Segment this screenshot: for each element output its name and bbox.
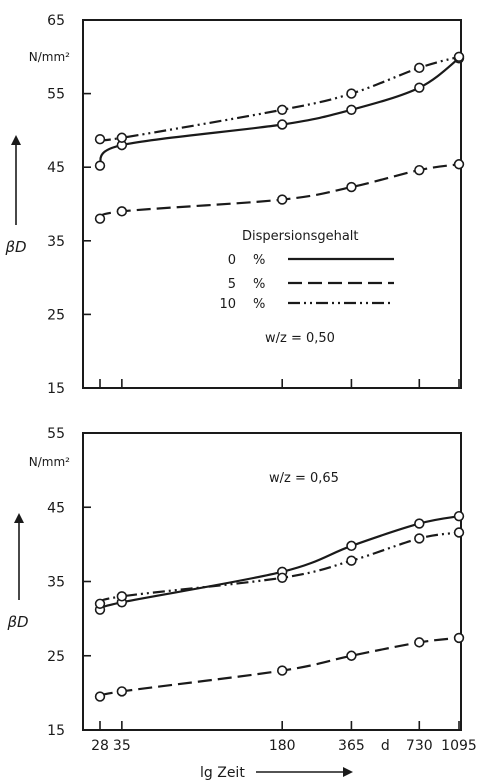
x-unit-label: d bbox=[381, 738, 390, 754]
legend-pct-5: % bbox=[253, 277, 265, 292]
data-point bbox=[414, 518, 425, 529]
y-axis-label-top: βD bbox=[4, 238, 26, 256]
y-tick-label: 55 bbox=[47, 426, 65, 442]
data-point bbox=[414, 164, 425, 176]
x-tick-marks-top bbox=[99, 379, 460, 388]
data-point bbox=[116, 591, 128, 602]
y-tick-label: 35 bbox=[47, 234, 65, 250]
data-point bbox=[116, 206, 128, 217]
chart-top: 15 25 35 45 55 65 N/mm² βD Dispersionsgehalt … bbox=[4, 13, 465, 397]
data-point bbox=[346, 181, 357, 193]
data-point bbox=[346, 88, 357, 99]
x-tick-label: 365 bbox=[338, 738, 365, 754]
y-tick-label: 45 bbox=[47, 500, 65, 516]
data-point bbox=[277, 572, 288, 583]
legend: Dispersionsgehalt 0 % 5 % 10 % bbox=[219, 229, 394, 312]
data-point bbox=[116, 132, 128, 143]
data-point bbox=[116, 686, 128, 697]
legend-label-5: 5 bbox=[228, 277, 236, 292]
x-tick-label: 35 bbox=[113, 738, 131, 754]
legend-label-0: 0 bbox=[228, 253, 236, 268]
data-point bbox=[94, 213, 106, 224]
data-point bbox=[277, 104, 288, 115]
y-tick-label: 25 bbox=[47, 649, 65, 665]
series-line-0 bbox=[99, 515, 460, 611]
data-point bbox=[346, 555, 357, 566]
series-group-bottom bbox=[94, 510, 465, 702]
y-tick-label: 35 bbox=[47, 575, 65, 591]
data-point bbox=[414, 637, 425, 648]
y-tick-label: 15 bbox=[47, 723, 65, 739]
data-point bbox=[277, 665, 288, 676]
y-tick-label: 55 bbox=[47, 87, 65, 103]
data-point bbox=[94, 691, 106, 702]
x-tick-label: 180 bbox=[269, 738, 296, 754]
y-axis-bottom: 15 25 35 45 55 bbox=[47, 426, 91, 739]
series-line-2 bbox=[99, 531, 460, 605]
data-point bbox=[277, 194, 288, 205]
data-point bbox=[414, 62, 425, 74]
data-point bbox=[346, 104, 357, 115]
data-point bbox=[346, 650, 357, 661]
y-unit-bottom: N/mm² bbox=[29, 455, 70, 469]
y-tick-label: 45 bbox=[47, 160, 65, 176]
data-point bbox=[346, 540, 357, 552]
y-axis-top: 15 25 35 45 55 65 bbox=[47, 13, 91, 397]
data-point bbox=[94, 160, 106, 171]
legend-title: Dispersionsgehalt bbox=[242, 229, 359, 244]
x-tick-label: 28 bbox=[91, 738, 109, 754]
x-axis-label: lg Zeit bbox=[200, 765, 245, 781]
x-tick-label: 1095 bbox=[441, 738, 477, 754]
series-group-top bbox=[94, 51, 465, 224]
data-point bbox=[94, 134, 106, 145]
x-axis-bottom: 28 35 180 365 730 1095 d bbox=[91, 721, 477, 754]
series-line-1 bbox=[99, 163, 460, 220]
annotation-top: w/z = 0,50 bbox=[265, 331, 335, 346]
y-unit-top: N/mm² bbox=[29, 50, 70, 64]
y-tick-label: 65 bbox=[47, 13, 65, 29]
data-point bbox=[453, 51, 465, 62]
y-tick-label: 15 bbox=[47, 381, 65, 397]
annotation-bottom: w/z = 0,65 bbox=[269, 471, 339, 486]
data-point bbox=[453, 159, 465, 170]
legend-pct-10: % bbox=[253, 297, 265, 312]
data-point bbox=[94, 598, 106, 609]
data-point bbox=[453, 632, 465, 644]
data-point bbox=[414, 533, 425, 544]
y-tick-label: 25 bbox=[47, 307, 65, 323]
x-tick-label: 730 bbox=[406, 738, 433, 754]
legend-label-10: 10 bbox=[219, 297, 236, 312]
y-axis-label-bottom: βD bbox=[6, 613, 28, 631]
data-point bbox=[453, 510, 465, 522]
plot-frame-top bbox=[82, 19, 462, 389]
legend-pct-0: % bbox=[253, 253, 265, 268]
data-point bbox=[414, 82, 425, 93]
data-point bbox=[453, 527, 465, 538]
data-point bbox=[277, 119, 288, 130]
